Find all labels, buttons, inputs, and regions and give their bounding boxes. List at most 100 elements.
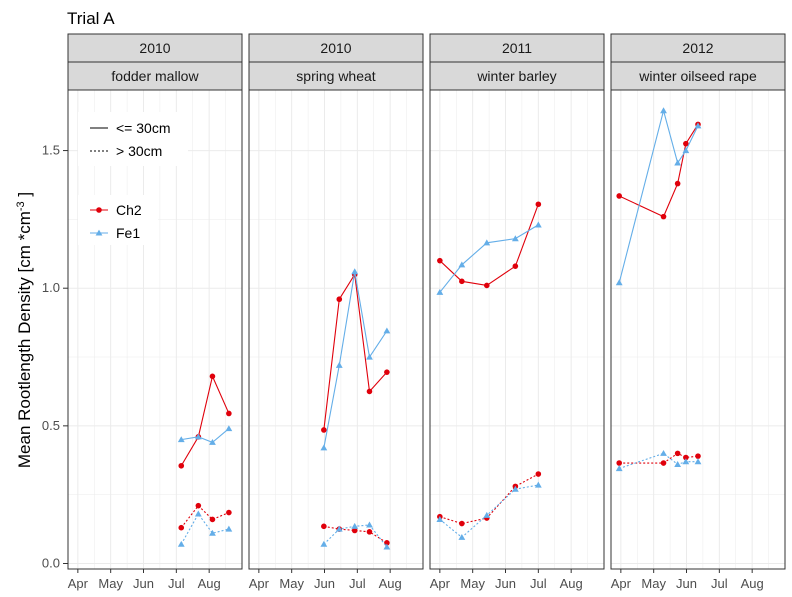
data-point-ch2 [683, 454, 689, 461]
data-point-fe1 [694, 122, 702, 129]
data-point-fe1 [534, 481, 542, 488]
y-tick-label: 1.0 [42, 280, 60, 295]
strip-year-label: 2010 [139, 40, 170, 56]
data-point-fe1 [320, 444, 328, 451]
data-point-ch2 [683, 140, 689, 147]
panel-border [67, 89, 243, 570]
data-point-fe1 [483, 239, 491, 246]
strip-year-label: 2012 [682, 40, 713, 56]
data-point-ch2 [512, 263, 519, 269]
panel-border [248, 89, 424, 570]
panel-border [429, 89, 605, 570]
data-point-fe1 [335, 525, 343, 532]
y-tick-label: 0.0 [42, 555, 60, 570]
data-point-fe1 [534, 221, 542, 228]
data-point-ch2 [384, 369, 390, 375]
data-point-ch2 [483, 282, 490, 289]
data-point-ch2 [366, 529, 373, 535]
panel-background [611, 90, 785, 569]
y-tick-label: 1.5 [42, 143, 60, 158]
x-tick-label: May [460, 576, 485, 591]
data-point-fe1 [194, 433, 202, 440]
strip-year [429, 33, 605, 63]
x-tick-label: Jun [133, 576, 154, 591]
grid [68, 90, 242, 569]
panel-background [68, 90, 242, 569]
series-line-Ch2-shallow [180, 374, 230, 467]
data-point-fe1 [366, 521, 373, 528]
data-point-ch2 [226, 410, 232, 417]
data-point-fe1 [383, 327, 391, 334]
data-point-fe1 [225, 525, 233, 532]
legend: <= 30cm > 30cm Ch2 Fe1 [78, 112, 188, 245]
data-point-fe1 [483, 511, 491, 518]
strip-year [248, 33, 424, 63]
data-point-ch2 [459, 520, 465, 527]
x-tick-label: Aug [198, 576, 221, 591]
data-point-fe1 [682, 147, 690, 154]
data-point-fe1 [458, 261, 466, 268]
data-point-fe1 [660, 449, 667, 456]
x-tick-label: Jun [495, 576, 516, 591]
data-point-fe1 [674, 460, 682, 467]
data-point-fe1 [615, 465, 623, 472]
legend-series-label: Ch2 [116, 202, 142, 218]
data-point-ch2 [195, 502, 202, 509]
data-point-fe1 [335, 361, 343, 368]
facet-panel-4: 2012 winter oilseed rape Apr May Jun Jul Aug [610, 33, 786, 591]
strip-crop [67, 61, 243, 91]
data-point-ch2 [321, 427, 327, 433]
data-point-ch2 [535, 201, 542, 208]
strip-year [67, 33, 243, 63]
series-line-Fe1-shallow [181, 428, 230, 443]
data-point-ch2 [535, 471, 542, 477]
data-point-fe1 [209, 438, 216, 445]
panel-border [610, 89, 786, 570]
data-point-fe1 [225, 425, 233, 432]
facet-panel-1: 2010 fodder mallow Apr May Jun Jul Aug [67, 33, 243, 591]
legend-depth-box [78, 112, 188, 166]
strip-crop [610, 61, 786, 91]
data-point-ch2 [209, 516, 216, 523]
facet-panel-3: 2011 winter barley Apr May Jun Jul Aug [429, 33, 605, 591]
data-point-ch2 [209, 373, 216, 380]
data-point-ch2 [178, 524, 185, 531]
strip-crop-label: fodder mallow [111, 68, 199, 84]
data-point-ch2 [321, 523, 327, 530]
grid [611, 90, 785, 569]
x-tick-label: May [279, 576, 304, 591]
strip-crop-label: winter oilseed rape [638, 68, 757, 84]
data-point-fe1 [209, 529, 216, 536]
x-tick-label: Apr [430, 576, 451, 591]
data-point-ch2 [178, 462, 185, 469]
legend-series-box [78, 195, 158, 245]
data-point-fe1 [194, 510, 202, 517]
data-point-fe1 [320, 540, 328, 547]
legend-series-marker [96, 207, 102, 213]
data-point-ch2 [660, 213, 667, 220]
series-line-Fe1-deep [180, 512, 230, 545]
x-tick-label: Apr [611, 576, 632, 591]
data-point-fe1 [436, 288, 444, 295]
data-point-ch2 [437, 257, 443, 264]
data-point-fe1 [177, 540, 185, 547]
series-line-Ch2-deep [323, 525, 388, 544]
strip-crop [248, 61, 424, 91]
data-point-ch2 [351, 527, 358, 534]
x-tick-label: Apr [68, 576, 89, 591]
grid [430, 90, 604, 569]
data-point-ch2 [660, 460, 667, 466]
series-line-Ch2-deep [180, 504, 230, 529]
grid [249, 90, 423, 569]
strip-year-label: 2010 [320, 40, 351, 56]
strip-year-label: 2011 [502, 40, 532, 56]
x-tick-label: Jun [314, 576, 335, 591]
data-point-ch2 [674, 450, 681, 457]
x-tick-label: Jul [711, 576, 728, 591]
x-tick-label: May [641, 576, 666, 591]
data-point-fe1 [177, 436, 185, 443]
data-point-ch2 [616, 193, 623, 199]
data-point-fe1 [511, 485, 519, 492]
y-axis-label-end: ] [15, 192, 34, 201]
